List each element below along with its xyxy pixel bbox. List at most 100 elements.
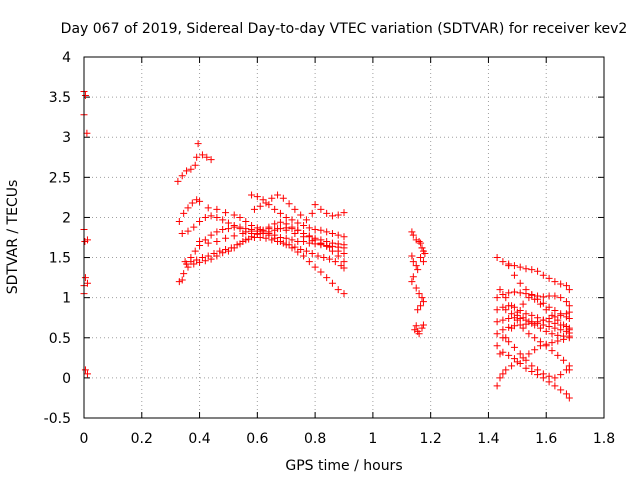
data-point	[557, 280, 565, 288]
data-point	[207, 212, 215, 220]
data-point	[282, 226, 290, 234]
data-point	[323, 209, 331, 217]
data-point	[539, 299, 547, 307]
data-point	[554, 351, 562, 359]
data-point	[505, 351, 513, 359]
data-point	[213, 238, 221, 246]
data-point	[408, 278, 416, 286]
data-point	[334, 231, 342, 239]
point-layer	[80, 87, 573, 402]
data-point	[308, 237, 316, 245]
data-point	[516, 359, 524, 367]
data-point	[236, 225, 244, 233]
data-point	[516, 315, 524, 323]
series-late-track-1	[493, 254, 573, 294]
data-point	[499, 316, 507, 324]
data-point	[565, 308, 573, 316]
data-point	[193, 196, 201, 204]
y-tick-label: 1	[62, 291, 71, 307]
data-point	[340, 250, 348, 258]
data-point	[539, 370, 547, 378]
data-point	[203, 153, 211, 161]
data-point	[300, 233, 308, 241]
x-tick-label: 0.6	[246, 431, 268, 447]
y-tick-label: 3.5	[49, 90, 71, 106]
data-point	[493, 330, 501, 338]
data-point	[178, 229, 186, 237]
data-point	[551, 292, 559, 300]
data-point	[222, 234, 230, 242]
data-point	[508, 362, 516, 370]
data-point	[562, 390, 570, 398]
data-point	[493, 294, 501, 302]
x-tick-label: 1.2	[420, 431, 442, 447]
data-point	[328, 239, 336, 247]
data-point	[536, 338, 544, 346]
data-point	[236, 213, 244, 221]
data-point	[178, 276, 186, 284]
data-point	[274, 238, 282, 246]
data-point	[294, 219, 302, 227]
plot-frame	[83, 56, 605, 419]
data-point	[230, 211, 238, 219]
data-point	[534, 295, 542, 303]
data-point	[317, 226, 325, 234]
data-point	[417, 254, 425, 262]
series-arc-rising-to-2.9	[174, 140, 215, 185]
data-point	[282, 220, 290, 228]
data-point	[83, 279, 91, 287]
data-point	[230, 232, 238, 240]
data-point	[414, 306, 422, 314]
data-point	[196, 197, 204, 205]
data-point	[499, 348, 507, 356]
y-tick-label: 3	[62, 130, 71, 146]
data-point	[513, 308, 521, 316]
data-point	[516, 263, 524, 271]
data-point	[548, 339, 556, 347]
data-point	[502, 294, 510, 302]
data-point	[300, 252, 308, 260]
data-point	[493, 342, 501, 350]
data-point	[83, 129, 91, 137]
data-point	[419, 321, 427, 329]
data-point	[248, 191, 256, 199]
data-point	[560, 356, 568, 364]
data-point	[513, 358, 521, 366]
data-point	[236, 240, 244, 248]
data-point	[271, 226, 279, 234]
data-point	[180, 209, 188, 217]
data-point	[175, 217, 183, 225]
data-point	[198, 254, 206, 262]
y-tick-label: 2.5	[49, 170, 71, 186]
data-point	[565, 302, 573, 310]
data-point	[409, 231, 417, 239]
data-point	[216, 247, 224, 255]
data-point	[531, 321, 539, 329]
series-late-track-11	[502, 306, 573, 370]
data-point	[562, 313, 570, 321]
data-point	[415, 238, 423, 246]
data-point	[534, 267, 542, 275]
data-point	[253, 193, 261, 201]
data-point	[288, 216, 296, 224]
data-point	[259, 226, 267, 234]
data-point	[499, 326, 507, 334]
data-point	[545, 372, 553, 380]
data-point	[560, 321, 568, 329]
data-point	[510, 303, 518, 311]
data-point	[81, 92, 89, 100]
data-point	[545, 303, 553, 311]
series-track-g	[250, 191, 348, 224]
data-point	[328, 229, 336, 237]
x-tick-label: 0.8	[304, 431, 326, 447]
data-point	[334, 211, 342, 219]
data-point	[320, 254, 328, 262]
data-point	[409, 258, 417, 266]
data-point	[551, 374, 559, 382]
data-point	[311, 201, 319, 209]
data-point	[256, 225, 264, 233]
data-point	[496, 286, 504, 294]
data-point	[222, 209, 230, 217]
data-point	[184, 227, 192, 235]
